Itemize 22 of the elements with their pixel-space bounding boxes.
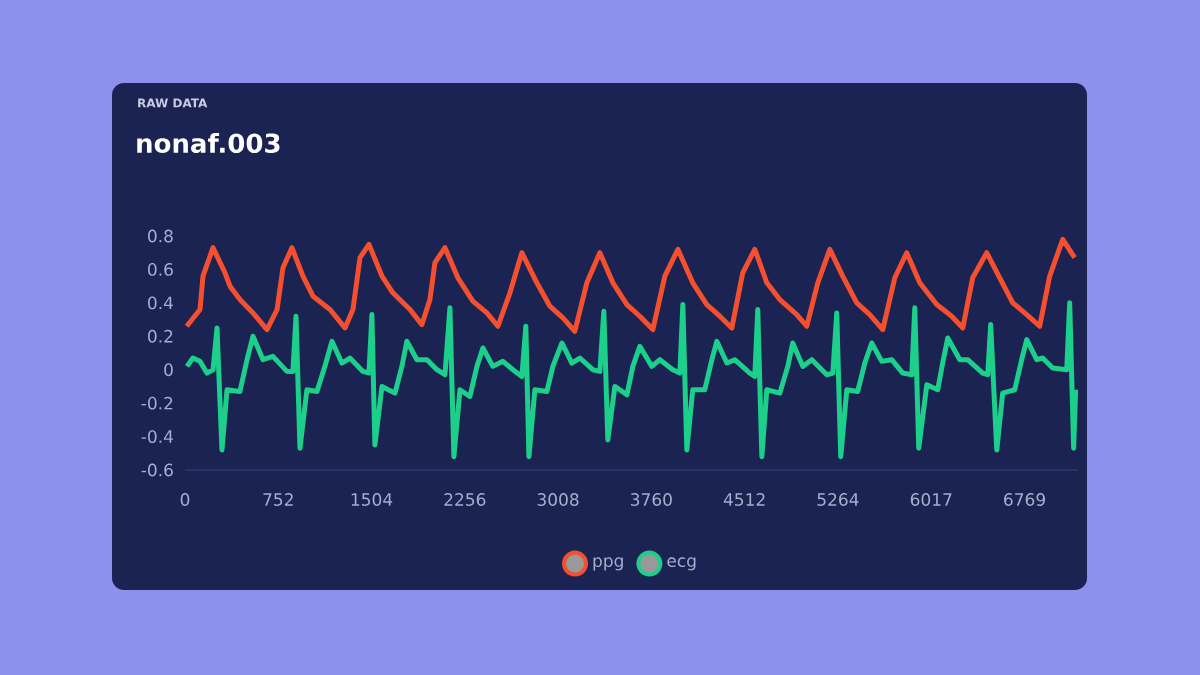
y-tick-label: 0.6	[148, 263, 173, 276]
x-tick-label: 752	[263, 493, 293, 506]
y-tick-label: 0.4	[148, 296, 173, 310]
legend-label: ecg	[667, 557, 696, 571]
chart-subtitle: RAW DATA	[138, 98, 208, 108]
y-tick-label: 0	[164, 363, 173, 377]
y-tick-label: 0.8	[148, 229, 173, 243]
y-tick-label: -0.6	[141, 463, 173, 477]
x-tick-label: 5264	[817, 493, 859, 506]
y-tick-label: 0.2	[148, 329, 173, 343]
x-tick-label: 1504	[351, 493, 393, 506]
x-tick-label: 6769	[1004, 493, 1045, 506]
x-tick-label: 2256	[444, 493, 486, 506]
y-tick-label: -0.2	[141, 396, 173, 410]
chart-title: nonaf.003	[137, 132, 280, 154]
x-tick-label: 3760	[631, 493, 672, 506]
x-tick-label: 4512	[723, 493, 765, 506]
x-tick-label: 0	[180, 493, 190, 506]
legend-label: ppg	[593, 557, 623, 571]
y-tick-label: -0.4	[141, 430, 173, 444]
x-tick-label: 6017	[910, 493, 952, 506]
x-tick-label: 3008	[537, 493, 579, 506]
